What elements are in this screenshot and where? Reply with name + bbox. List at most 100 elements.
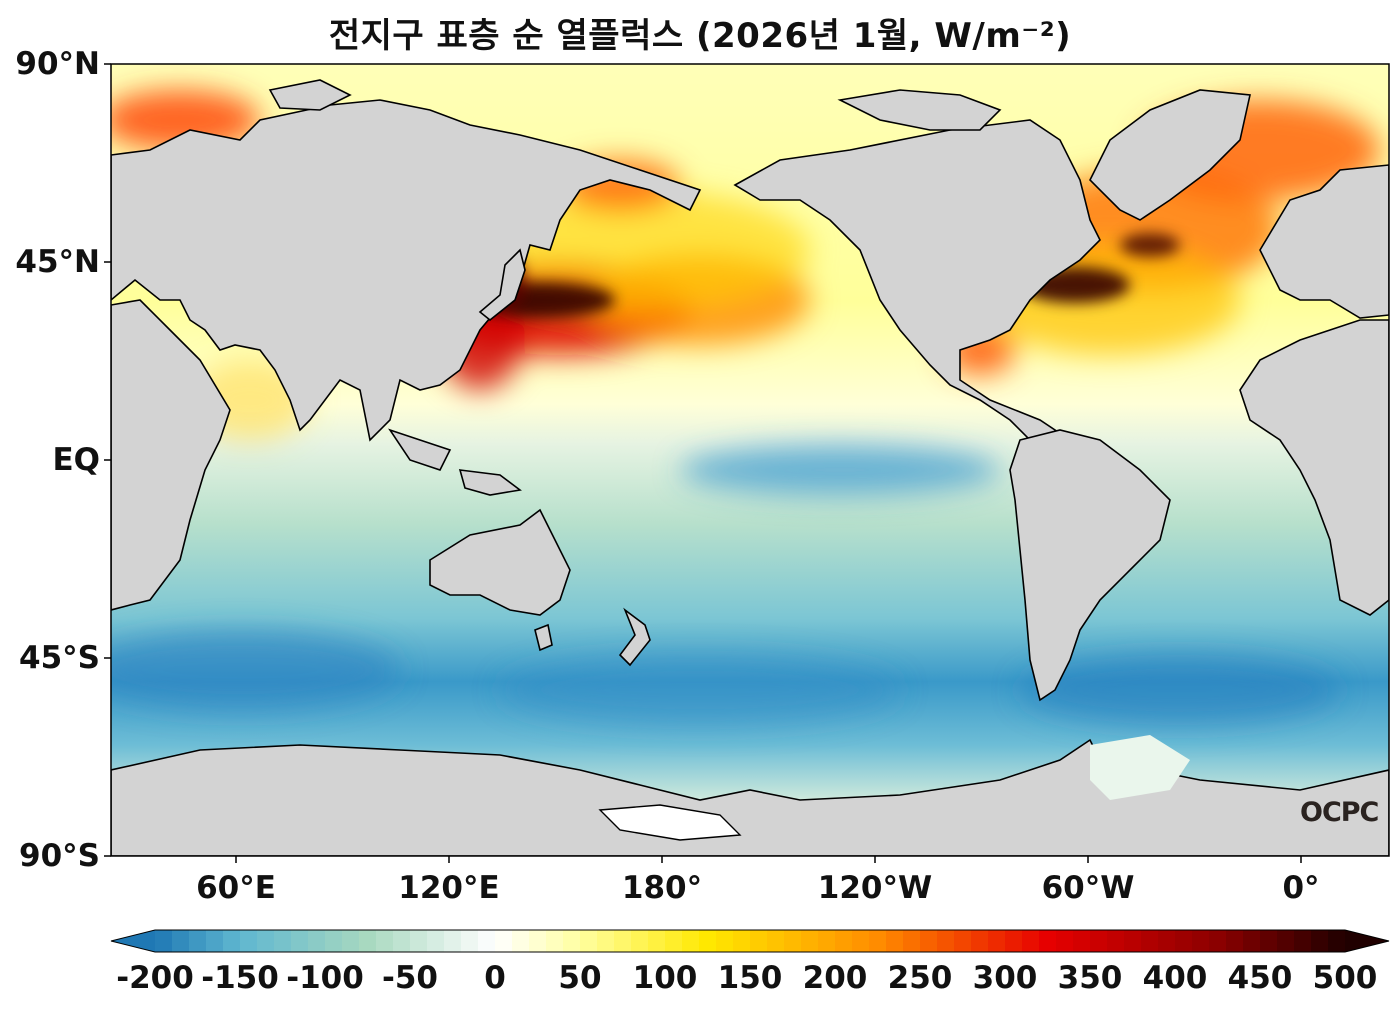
colorbar-tick-label: 500 <box>1312 960 1378 996</box>
colorbar-segment <box>631 930 649 952</box>
colorbar-segment <box>699 930 717 952</box>
colorbar-segment <box>1124 930 1142 952</box>
colorbar-segment <box>1056 930 1074 952</box>
lon-label-120w: 120°W <box>817 870 933 906</box>
colorbar-segment <box>971 930 989 952</box>
colorbar-segment <box>716 930 734 952</box>
colorbar-segment <box>869 930 887 952</box>
colorbar-tick-label: 300 <box>972 960 1038 996</box>
colorbar-extend-max <box>1345 930 1389 952</box>
colorbar-segment <box>1277 930 1295 952</box>
colorbar-segment <box>495 930 513 952</box>
colorbar-segment <box>920 930 938 952</box>
ocpc-logo: OCPC <box>1300 797 1379 828</box>
colorbar-tick-label: 350 <box>1057 960 1123 996</box>
colorbar-segment <box>733 930 751 952</box>
colorbar-tick-label: -150 <box>201 960 279 996</box>
map-title: 전지구 표층 순 열플럭스 (2026년 1월, W/m⁻²) <box>328 16 1072 56</box>
colorbar-extend-min <box>111 930 155 952</box>
lat-label-90n: 90°N <box>15 46 100 82</box>
colorbar-segment <box>1005 930 1023 952</box>
lat-label-eq: EQ <box>52 442 100 478</box>
colorbar-tick-label: 50 <box>558 960 602 996</box>
lon-label-0: 0° <box>1282 870 1320 906</box>
colorbar-segment <box>580 930 598 952</box>
colorbar-segment <box>223 930 241 952</box>
colorbar-segment <box>1328 930 1346 952</box>
colorbar-segment <box>342 930 360 952</box>
colorbar-tick-label: 450 <box>1227 960 1293 996</box>
lat-label-45s: 45°S <box>19 640 100 676</box>
colorbar-segment <box>410 930 428 952</box>
colorbar-segment <box>546 930 564 952</box>
colorbar-tick-label: -100 <box>286 960 364 996</box>
lon-label-180: 180° <box>621 870 703 906</box>
colorbar-segment <box>206 930 224 952</box>
colorbar-segment <box>563 930 581 952</box>
colorbar-segment <box>784 930 802 952</box>
colorbar-segment <box>852 930 870 952</box>
colorbar-segment <box>1141 930 1159 952</box>
colorbar-segment <box>818 930 836 952</box>
colorbar-segment <box>954 930 972 952</box>
colorbar-segment <box>172 930 190 952</box>
colorbar-tick-label: 0 <box>484 960 506 996</box>
colorbar-segment <box>1209 930 1227 952</box>
colorbar-segment <box>325 930 343 952</box>
colorbar-segment <box>1260 930 1278 952</box>
colorbar-segment <box>478 930 496 952</box>
colorbar-segment <box>155 930 173 952</box>
colorbar-segment <box>937 930 955 952</box>
colorbar-tick-label: 400 <box>1142 960 1208 996</box>
colorbar-segment <box>597 930 615 952</box>
colorbar-segment <box>444 930 462 952</box>
colorbar-segment <box>512 930 530 952</box>
colorbar-segment <box>1311 930 1329 952</box>
colorbar-segment <box>376 930 394 952</box>
colorbar-segment <box>1294 930 1312 952</box>
colorbar-segment <box>393 930 411 952</box>
colorbar-tick-label: -50 <box>381 960 438 996</box>
colorbar-segment <box>461 930 479 952</box>
colorbar-segment <box>665 930 683 952</box>
lon-label-60e: 60°E <box>196 870 276 906</box>
colorbar-segment <box>750 930 768 952</box>
colorbar-tick-label: 100 <box>632 960 698 996</box>
lon-label-120e: 120°E <box>398 870 500 906</box>
colorbar <box>110 929 1390 953</box>
lat-label-45n: 45°N <box>15 244 100 280</box>
colorbar-tick-label: 200 <box>802 960 868 996</box>
colorbar-segment <box>529 930 547 952</box>
colorbar-segment <box>1243 930 1261 952</box>
colorbar-segment <box>1039 930 1057 952</box>
colorbar-segment <box>1226 930 1244 952</box>
colorbar-segment <box>886 930 904 952</box>
colorbar-segment <box>257 930 275 952</box>
lon-label-60w: 60°W <box>1041 870 1135 906</box>
colorbar-segment <box>835 930 853 952</box>
colorbar-segment <box>359 930 377 952</box>
colorbar-segment <box>1090 930 1108 952</box>
colorbar-segment <box>189 930 207 952</box>
colorbar-segment <box>240 930 258 952</box>
colorbar-segment <box>427 930 445 952</box>
colorbar-segment <box>1192 930 1210 952</box>
colorbar-segment <box>682 930 700 952</box>
colorbar-segment <box>988 930 1006 952</box>
colorbar-segment <box>1158 930 1176 952</box>
colorbar-tick-label: 250 <box>887 960 953 996</box>
colorbar-segment <box>767 930 785 952</box>
colorbar-segment <box>1073 930 1091 952</box>
colorbar-segment <box>1107 930 1125 952</box>
colorbar-segment <box>1175 930 1193 952</box>
colorbar-segment <box>1022 930 1040 952</box>
colorbar-tick-label: 150 <box>717 960 783 996</box>
colorbar-segment <box>274 930 292 952</box>
colorbar-outline <box>110 929 1390 953</box>
colorbar-segment <box>903 930 921 952</box>
colorbar-tick-label: -200 <box>116 960 194 996</box>
colorbar-segment <box>614 930 632 952</box>
colorbar-segment <box>648 930 666 952</box>
colorbar-segment <box>291 930 309 952</box>
